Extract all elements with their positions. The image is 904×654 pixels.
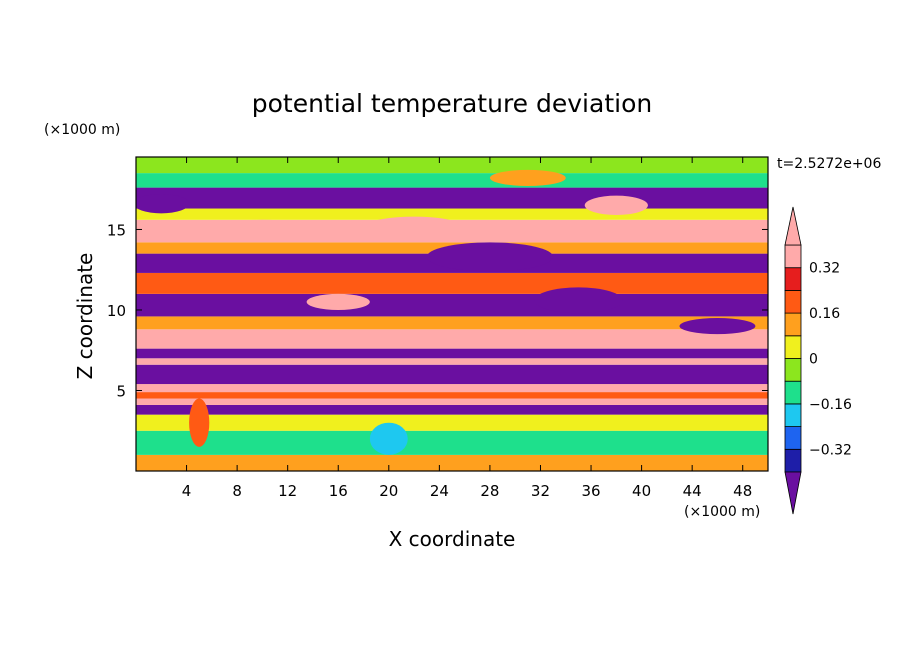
x-tick-label: 20: [379, 482, 398, 500]
colorbar-segment: [784, 448, 802, 473]
x-unit-label: (×1000 m): [684, 504, 760, 520]
field-feature-6: [534, 287, 623, 314]
x-tick-label: 32: [531, 482, 550, 500]
field-feature-8: [369, 422, 408, 455]
x-tick-label: 4: [182, 482, 192, 500]
plot-area: [136, 157, 768, 471]
field-band-11: [136, 316, 768, 330]
time-label: t=2.5272e+06: [777, 156, 881, 172]
colorbar-segment: [784, 335, 802, 359]
field-band-9: [136, 348, 768, 359]
field-feature-9: [679, 318, 756, 335]
x-tick-label: 8: [232, 482, 242, 500]
field-band-1: [136, 430, 768, 455]
colorbar-tick-label: 0.32: [809, 261, 840, 277]
colorbar-tick-label: −0.16: [809, 397, 852, 413]
field-band-5: [136, 392, 768, 399]
x-tick-label: 12: [278, 482, 297, 500]
field-feature-1: [224, 219, 301, 233]
x-tick-label: 48: [733, 482, 752, 500]
chart-title: potential temperature deviation: [252, 89, 652, 118]
y-tick-label: 5: [116, 382, 126, 400]
field-feature-10: [489, 169, 566, 186]
field-band-2: [136, 414, 768, 431]
x-tick-label: 24: [430, 482, 449, 500]
field-band-20: [136, 157, 768, 174]
plot-frame: [135, 156, 769, 472]
field-band-7: [136, 364, 768, 385]
x-tick-label: 16: [329, 482, 348, 500]
field-feature-2: [369, 216, 459, 233]
y-tick-label: 10: [107, 302, 126, 320]
field-band-17: [136, 208, 768, 220]
colorbar-segment: [784, 244, 802, 269]
y-axis-label: Z coordinate: [73, 253, 97, 380]
field-band-6: [136, 384, 768, 393]
x-tick-label: 28: [480, 482, 499, 500]
colorbar-extend-min: [784, 471, 802, 515]
field-band-4: [136, 398, 768, 405]
x-axis: 4 8 12 16 20 24 28 32 36 40 44 48: [182, 157, 752, 500]
field-band-8: [136, 358, 768, 365]
colorbar-segment: [784, 403, 802, 427]
colorbar-tick-label: 0.16: [809, 306, 840, 322]
colorbar-segment: [784, 358, 802, 382]
colorbar-extend-max: [784, 206, 802, 246]
colorbar: 0.32 0.16 0 −0.16 −0.32: [784, 206, 852, 515]
y-axis: 5 10 15: [107, 221, 768, 400]
x-tick-label: 44: [683, 482, 702, 500]
colorbar-tick-label: 0: [809, 352, 818, 368]
field-band-13: [136, 272, 768, 294]
field-band-18: [136, 187, 768, 209]
field-feature-3: [584, 195, 648, 215]
y-unit-label: (×1000 m): [44, 122, 120, 138]
colorbar-tick-label: −0.32: [809, 442, 852, 458]
x-tick-label: 36: [581, 482, 600, 500]
colorbar-segment: [784, 312, 802, 337]
colorbar-segment: [784, 267, 802, 291]
colorbar-segment: [784, 289, 802, 314]
colorbar-segment: [784, 380, 802, 405]
colorbar-segment: [784, 426, 802, 450]
field-band-19: [136, 173, 768, 188]
field-feature-4: [426, 242, 554, 272]
y-tick-label: 15: [107, 221, 126, 239]
field-feature-0: [136, 194, 190, 214]
field-band-0: [136, 454, 768, 471]
x-tick-label: 40: [632, 482, 651, 500]
x-axis-label: X coordinate: [389, 527, 516, 551]
field-feature-5: [306, 293, 370, 310]
field-feature-7: [189, 398, 210, 447]
field-band-3: [136, 404, 768, 415]
field-band-12: [136, 293, 768, 317]
field-band-10: [136, 329, 768, 349]
